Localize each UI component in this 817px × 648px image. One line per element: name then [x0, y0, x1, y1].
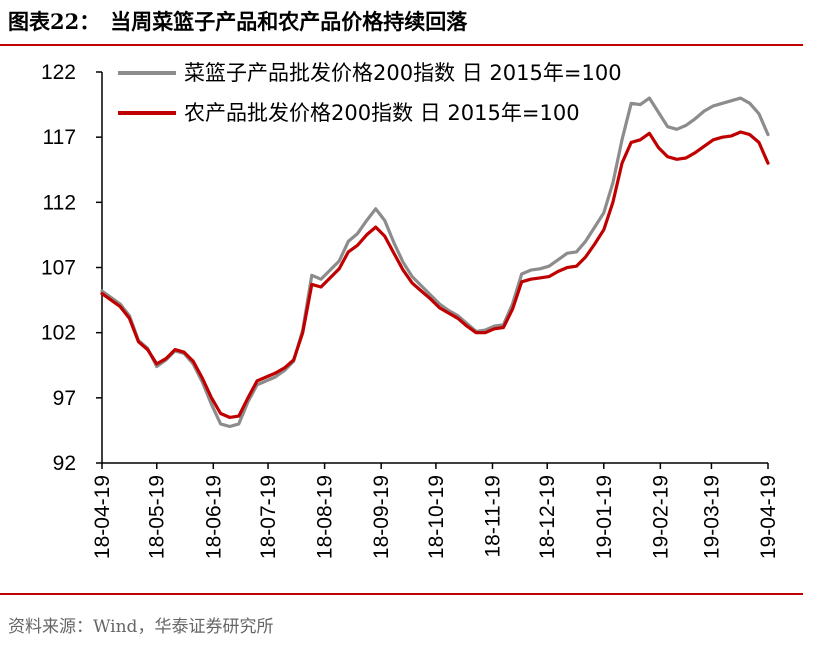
x-tick-label: 18-04-19	[91, 475, 114, 559]
title-divider	[0, 44, 803, 46]
chart-title: 当周菜篮子产品和农产品价格持续回落	[110, 9, 468, 34]
y-tick-label: 117	[43, 126, 76, 149]
series-line-agri-index	[100, 130, 770, 419]
y-tick-label: 107	[41, 257, 76, 280]
source-note: 资料来源：Wind，华泰证券研究所	[8, 617, 274, 637]
x-tick-label: 19-04-19	[757, 475, 780, 559]
chart-legend: 菜篮子产品批发价格200指数 日 2015年=100 农产品批发价格200指数 日…	[118, 61, 622, 125]
series-layer	[100, 96, 770, 429]
legend-label-vegetable: 菜篮子产品批发价格200指数 日 2015年=100	[184, 61, 622, 85]
x-tick-label: 18-12-19	[536, 475, 559, 559]
chart-axes: 92 97 102 107 112 117 122 18-04-19 18-05-19 18-06…	[41, 61, 780, 559]
figure-title: 图表22： 当周菜篮子产品和农产品价格持续回落	[8, 6, 467, 36]
x-tick-label: 18-11-19	[481, 475, 504, 558]
x-tick-label: 18-06-19	[202, 475, 225, 559]
source-divider	[0, 593, 803, 595]
x-tick-label: 19-01-19	[593, 475, 616, 559]
figure-number: 图表22：	[8, 9, 101, 34]
x-tick-label: 18-10-19	[425, 475, 448, 559]
legend-label-agri: 农产品批发价格200指数 日 2015年=100	[184, 101, 580, 125]
x-tick-label: 18-09-19	[370, 475, 393, 559]
y-tick-label: 92	[53, 452, 76, 475]
y-tick-label: 102	[41, 322, 76, 345]
x-tick-label: 19-03-19	[700, 475, 723, 559]
series-line-vegetable-index	[100, 96, 770, 429]
y-tick-label: 97	[53, 387, 76, 410]
x-tick-label: 19-02-19	[649, 475, 672, 559]
x-tick-label: 18-08-19	[314, 475, 337, 559]
y-tick-label: 122	[41, 61, 76, 84]
y-tick-label: 112	[43, 191, 76, 214]
x-tick-label: 18-07-19	[257, 475, 280, 559]
x-tick-label: 18-05-19	[146, 475, 169, 559]
